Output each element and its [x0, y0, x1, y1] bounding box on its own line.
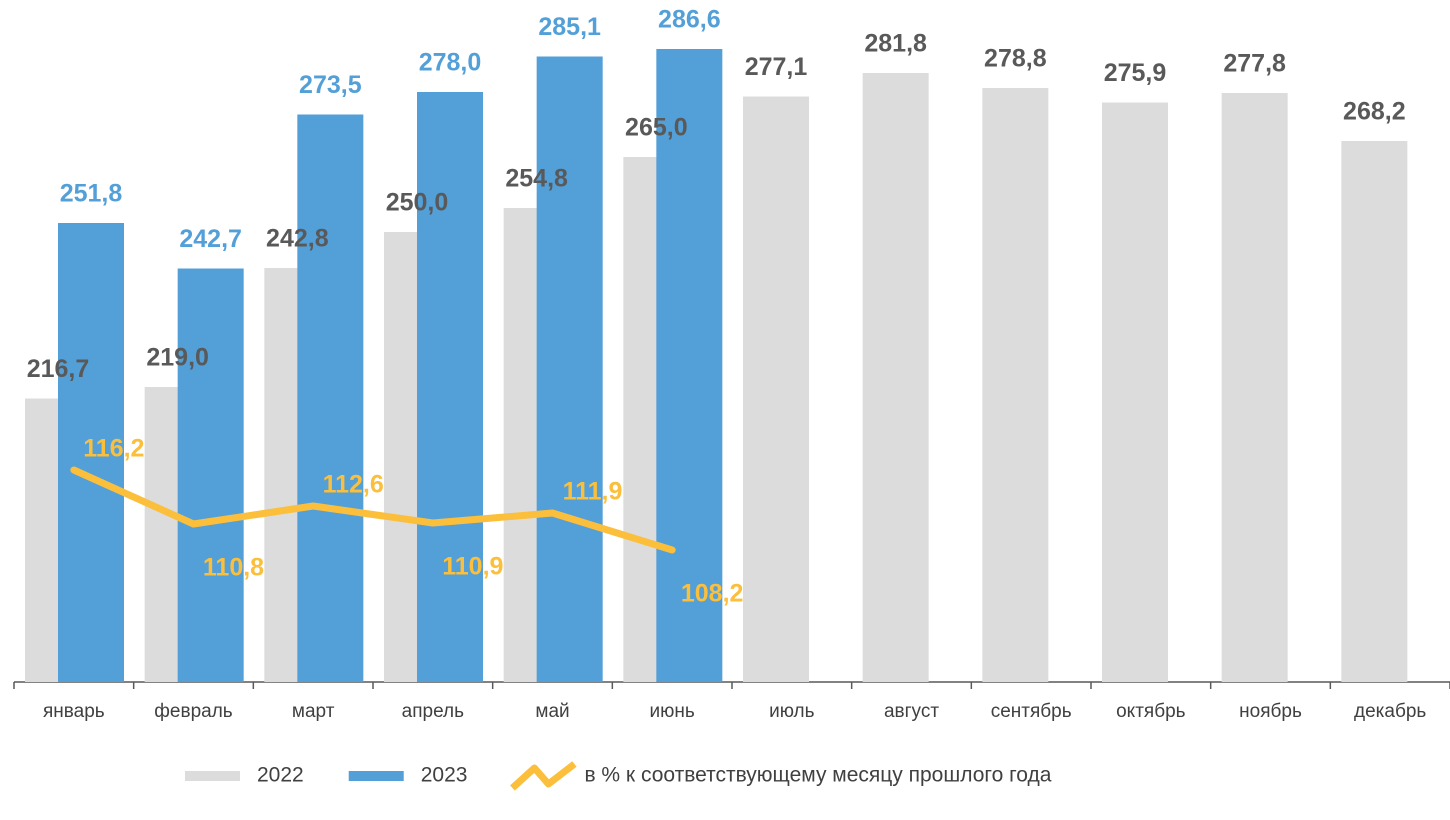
- data-label: 250,0: [386, 189, 449, 217]
- line: [70, 466, 676, 554]
- data-label: 110,8: [203, 554, 264, 582]
- data-label: 286,6: [658, 6, 721, 34]
- x-tick-label: июль: [769, 701, 815, 722]
- legend-swatch: [348, 771, 404, 781]
- x-tick-label: март: [292, 701, 335, 722]
- bar: [982, 88, 1049, 682]
- legend-label: 2022: [257, 764, 304, 787]
- legend-label: 2023: [421, 764, 468, 787]
- data-label: 281,8: [864, 30, 927, 58]
- data-label: 273,5: [299, 71, 362, 99]
- data-label: 112,6: [323, 471, 384, 499]
- bar: [743, 96, 809, 682]
- x-tick-label: июнь: [650, 701, 695, 722]
- x-tick-label: август: [884, 701, 939, 722]
- x-tick-label: февраль: [154, 701, 233, 722]
- x-tick-label: май: [535, 701, 569, 722]
- data-label: 116,2: [83, 435, 144, 463]
- data-label: 254,8: [505, 165, 568, 193]
- bar: [1102, 102, 1168, 682]
- data-label: 275,9: [1104, 59, 1167, 87]
- data-label: 277,1: [745, 53, 808, 81]
- legend-swatch: [185, 771, 240, 781]
- data-label: 285,1: [538, 13, 601, 41]
- x-tick-label: октябрь: [1116, 701, 1186, 722]
- bar: [177, 268, 244, 682]
- bar: [417, 92, 483, 682]
- data-label: 265,0: [625, 114, 688, 142]
- data-label: 268,2: [1343, 98, 1406, 126]
- legend-swatch: [510, 761, 577, 791]
- x-tick-label: сентябрь: [991, 701, 1072, 722]
- legend-label: в % к соответствующему месяцу прошлого г…: [584, 764, 1051, 787]
- bar: [297, 114, 364, 682]
- data-label: 278,0: [419, 49, 482, 77]
- data-label: 242,7: [179, 225, 242, 253]
- data-label: 110,9: [442, 553, 503, 581]
- bar: [656, 49, 723, 682]
- data-label: 108,2: [681, 580, 744, 608]
- x-tick-label: ноябрь: [1239, 701, 1302, 722]
- data-label: 242,8: [266, 225, 329, 253]
- data-label: 219,0: [146, 344, 209, 372]
- data-label: 216,7: [27, 355, 90, 383]
- bar: [536, 56, 603, 682]
- bar: [862, 73, 929, 682]
- bar: [1221, 93, 1288, 682]
- data-label: 111,9: [563, 478, 623, 506]
- bar: [58, 223, 124, 682]
- x-tick-label: апрель: [402, 701, 464, 722]
- data-label: 251,8: [60, 180, 123, 208]
- bar: [1341, 141, 1408, 682]
- x-tick-label: январь: [43, 701, 105, 722]
- x-tick-label: декабрь: [1354, 701, 1426, 722]
- data-label: 277,8: [1223, 50, 1286, 78]
- data-label: 278,8: [984, 45, 1047, 73]
